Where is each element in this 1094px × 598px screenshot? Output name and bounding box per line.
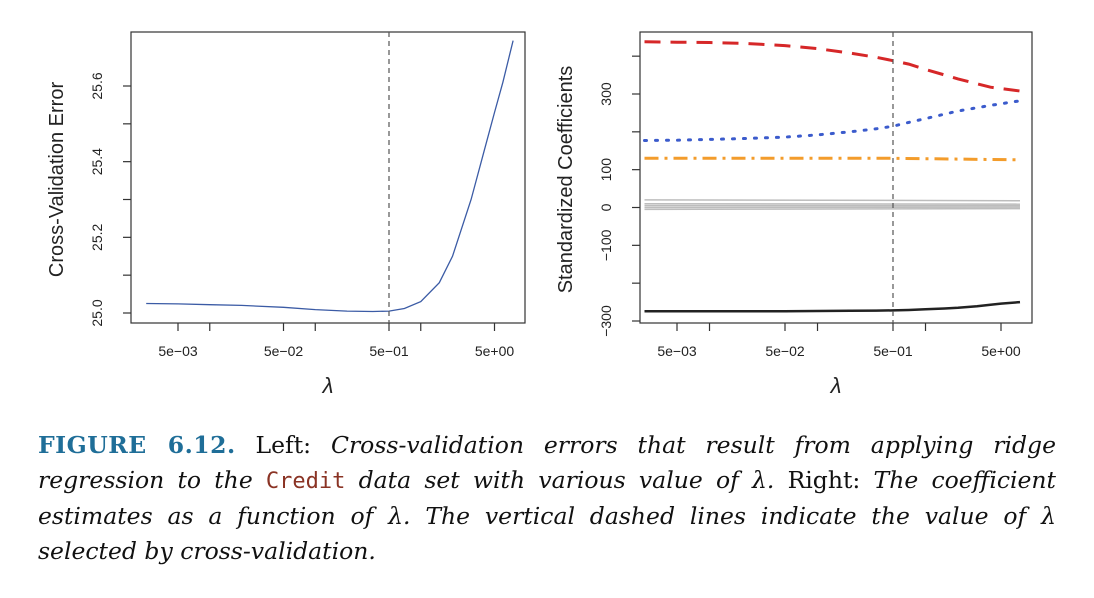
x-axis-label: λ [322, 373, 334, 398]
caption-text: Cross-validation errors that result from… [38, 431, 1056, 494]
x-tick-label: 5e+00 [981, 343, 1021, 359]
y-tick-label: 25.0 [89, 299, 105, 326]
caption-text: The coefficient estimates as a function … [38, 466, 1056, 565]
x-axis-label: λ [830, 373, 842, 398]
x-tick-label: 5e−03 [657, 343, 697, 359]
y-axis-label: Cross-Validation Error [46, 82, 68, 278]
y-tick-label: −300 [598, 305, 614, 337]
x-tick-label: 5e−02 [765, 343, 805, 359]
figure-caption: FIGURE 6.12. Left: Cross-validation erro… [38, 428, 1056, 569]
caption-text: data set with various value of λ. [345, 466, 775, 494]
caption-text: Right: [774, 466, 874, 494]
y-tick-label: 25.4 [89, 148, 105, 175]
series-line-7 [644, 207, 1021, 211]
chart-panel-right: 5e−03 5e−02 5e−01 5e+00 −300 −100 0 100 300 Stand… [555, 31, 1033, 398]
figure-label: FIGURE 6.12. [38, 431, 236, 459]
y-tick-label: 25.2 [89, 223, 105, 250]
series-line-3 [644, 199, 1021, 202]
y-axis-label: Standardized Coefficients [555, 66, 577, 294]
x-tick-label: 5e−01 [873, 343, 913, 359]
series-line-0 [146, 40, 514, 313]
caption-dataset-name: Credit [265, 469, 346, 494]
x-tick-label: 5e−01 [369, 343, 409, 359]
series-line-8 [644, 300, 1021, 313]
y-tick-label: 300 [598, 82, 614, 106]
plot-frame [639, 31, 1033, 324]
series-line-2 [644, 156, 1021, 162]
series-line-1 [643, 99, 1022, 142]
y-tick-label: 25.6 [89, 72, 105, 99]
caption-text: Left: [235, 431, 331, 459]
x-tick-label: 5e+00 [475, 343, 515, 359]
y-tick-label: 0 [598, 203, 614, 211]
chart-panel-left: 5e−03 5e−02 5e−01 5e+00 25.0 25.2 25.4 25.6 Cros… [46, 31, 526, 398]
x-tick-label: 5e−02 [264, 343, 304, 359]
y-tick-label: 100 [598, 158, 614, 182]
x-tick-label: 5e−03 [158, 343, 198, 359]
y-tick-label: −100 [598, 229, 614, 261]
plot-frame [130, 31, 526, 324]
series-line-0 [644, 40, 1021, 93]
